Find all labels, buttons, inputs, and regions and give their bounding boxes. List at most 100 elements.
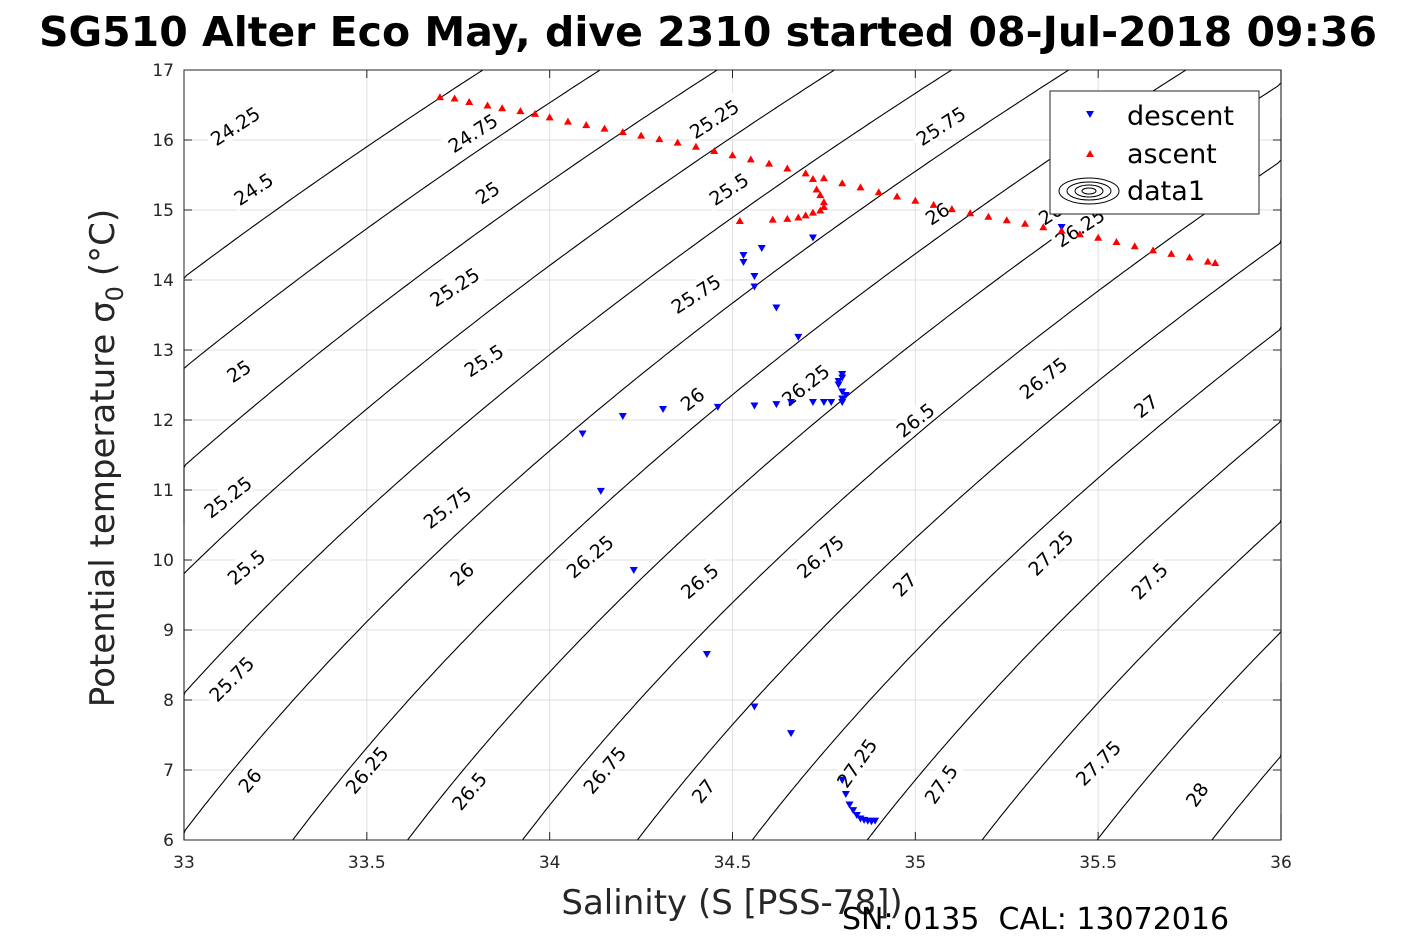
descent-point — [750, 283, 759, 291]
density-contour-line — [183, 69, 1069, 840]
legend-descent-label: descent — [1127, 101, 1234, 132]
descent-point — [659, 406, 668, 413]
descent-point — [838, 777, 847, 784]
chart-title: SG510 Alter Eco May, dive 2310 started 0… — [39, 8, 1377, 56]
ascent-point — [655, 135, 664, 143]
ascent-point — [435, 93, 444, 101]
ascent-point — [673, 138, 682, 146]
ascent-point — [563, 117, 572, 125]
ascent-point — [801, 169, 810, 177]
contour-label-background — [558, 527, 620, 584]
ascent-point — [465, 98, 474, 105]
y-tick-label: 13 — [152, 341, 174, 361]
ascent-point — [856, 183, 865, 191]
contour-label-background — [672, 555, 726, 605]
legend-descent-marker — [1086, 111, 1094, 118]
ascent-point — [1075, 230, 1084, 238]
contour-label-background — [685, 772, 720, 809]
descent-point — [750, 402, 759, 410]
x-tick-label: 36 — [1270, 853, 1292, 873]
ascent-point — [1203, 257, 1212, 265]
ascent-point — [582, 121, 591, 129]
y-tick-label: 16 — [152, 131, 174, 151]
descent-point — [757, 245, 766, 252]
x-axis-label: Salinity (S [PSS-78]) — [561, 883, 902, 923]
y-tick-label: 15 — [152, 201, 174, 221]
ascent-point — [600, 124, 609, 132]
ascent-point — [691, 142, 700, 150]
descent-point — [702, 651, 711, 658]
ascent-point — [545, 113, 554, 121]
contour-label-background — [701, 165, 756, 212]
ascent-point — [1094, 233, 1103, 241]
descent-point — [838, 374, 847, 382]
contour-label-background — [225, 165, 280, 212]
descent-point — [596, 487, 605, 495]
y-axis-label-sigma: σ — [83, 301, 123, 323]
contour-label-background — [456, 336, 511, 383]
contour-label-background — [203, 99, 267, 151]
descent-point — [871, 817, 880, 825]
ascent-point — [893, 192, 902, 200]
ascent-point — [838, 179, 847, 187]
contour-label-background — [886, 566, 922, 602]
ascent-point — [516, 107, 525, 115]
descent-point — [772, 304, 781, 312]
descent-point — [739, 259, 748, 266]
y-tick-label: 14 — [152, 271, 174, 291]
ascent-point — [728, 151, 737, 159]
contour-label-background — [673, 380, 710, 416]
x-tick-label: 34 — [539, 853, 561, 873]
contour-label-background — [220, 353, 256, 388]
contour-label-background — [575, 738, 632, 800]
ascent-point — [1130, 242, 1139, 250]
ascent-point — [450, 94, 459, 102]
contour-label-background — [440, 106, 504, 158]
contour-label-background — [219, 541, 272, 591]
descent-point — [808, 234, 817, 242]
descent-point — [787, 399, 796, 406]
ascent-point — [794, 213, 803, 221]
contour-label-background — [422, 260, 486, 312]
contour-label-background — [443, 555, 480, 591]
contour-label-background — [774, 356, 836, 412]
ascent-point — [819, 174, 828, 182]
y-tick-label: 9 — [163, 621, 174, 641]
ascent-point — [819, 203, 828, 210]
ascent-point — [874, 188, 883, 196]
contour-label-background — [663, 267, 727, 319]
x-axis-ticks: 33 33.5 34 34.5 35 35.5 36 — [173, 70, 1292, 873]
descent-point — [750, 273, 759, 280]
legend-ascent-marker — [1086, 150, 1094, 157]
ascent-point — [808, 208, 817, 216]
contour-label-background — [919, 195, 955, 230]
descent-point — [713, 403, 722, 411]
ascent-series — [435, 93, 1220, 266]
contour-label-background — [789, 527, 851, 584]
ascent-point — [783, 164, 792, 172]
contour-label-background — [1127, 387, 1163, 423]
legend: descent ascent data1 — [1049, 90, 1260, 215]
contour-label-background — [888, 395, 942, 444]
ascent-point — [812, 185, 821, 193]
ascent-point — [618, 128, 627, 136]
ascent-point — [966, 209, 975, 217]
contour-label-background — [682, 92, 746, 144]
ascent-point — [911, 196, 920, 204]
y-tick-label: 12 — [152, 411, 174, 431]
descent-point — [772, 401, 781, 409]
legend-data1-label: data1 — [1127, 176, 1205, 207]
ascent-point — [816, 206, 825, 214]
contour-label-background — [415, 479, 478, 535]
contour-label-background — [1011, 349, 1074, 405]
x-tick-label: 35 — [905, 853, 927, 873]
ascent-point — [929, 200, 938, 208]
descent-point — [808, 399, 817, 406]
x-tick-label: 33.5 — [348, 853, 386, 873]
ascent-point — [1039, 223, 1048, 231]
descent-point — [841, 791, 850, 798]
contour-label-background — [196, 468, 259, 524]
ascent-point — [746, 155, 755, 163]
density-contour-line — [292, 69, 1187, 841]
